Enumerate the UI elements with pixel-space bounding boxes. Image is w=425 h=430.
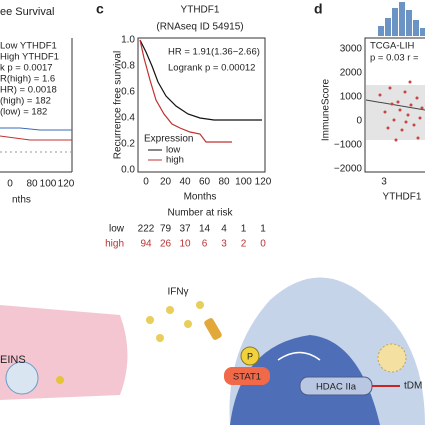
particle: [378, 344, 406, 372]
label: EINS: [0, 354, 26, 366]
histogram: [378, 2, 425, 36]
risk-cell: 222: [138, 224, 155, 235]
stat: HR = 1.91(1.36−2.66): [168, 47, 260, 58]
legend: High YTHDF1: [0, 52, 59, 63]
y-tick: 0: [356, 116, 362, 127]
x-tick: 80: [218, 177, 230, 188]
annotation: TCGA-LIH: [370, 41, 414, 52]
x-tick: 80: [26, 179, 38, 190]
particle: [56, 376, 64, 384]
risk-cell: 37: [179, 224, 191, 235]
risk-cell: low: [109, 224, 125, 235]
title: ee Survival: [0, 6, 54, 18]
label: P: [247, 351, 253, 361]
stat: Logrank p = 0.00012: [168, 63, 255, 74]
label: tDM: [404, 381, 422, 392]
x-tick: 0: [143, 177, 149, 188]
y-tick: 3000: [340, 44, 363, 55]
y-tick: −2000: [334, 164, 363, 175]
y-label: ImmuneScore: [321, 78, 332, 141]
risk-cell: 94: [140, 239, 152, 250]
label: HDAC IIa: [316, 382, 357, 393]
ifn-dots: [146, 301, 204, 342]
y-tick: 2000: [340, 68, 363, 79]
annotation: p = 0.03 r =: [370, 53, 419, 64]
legend: R(high) = 1.6: [0, 74, 55, 85]
title: YTHDF1: [181, 5, 220, 16]
risk-cell: 4: [221, 224, 227, 235]
band: [366, 85, 425, 140]
panel-label: d: [314, 1, 323, 17]
legend: Low YTHDF1: [0, 41, 57, 52]
risk-cell: 1: [241, 224, 247, 235]
x-label: Months: [184, 192, 217, 203]
legend: HR) = 0.0018: [0, 85, 57, 96]
x-tick: 40: [179, 177, 191, 188]
risk-cell: high: [105, 239, 124, 250]
y-tick: 0.0: [121, 165, 135, 176]
risk-cell: 1: [260, 224, 266, 235]
receptor: [203, 317, 223, 341]
legend: (high) = 182: [0, 96, 51, 107]
risk-cell: 79: [160, 224, 172, 235]
x-tick: 60: [199, 177, 211, 188]
risk-cell: 6: [202, 239, 208, 250]
x-tick: 120: [58, 179, 75, 190]
y-tick: 1.0: [121, 35, 135, 46]
risk-cell: 26: [160, 239, 172, 250]
legend: (low) = 182: [0, 107, 47, 118]
panel-c: [138, 38, 265, 172]
y-tick: −1000: [334, 140, 363, 151]
risk-cell: 3: [221, 239, 227, 250]
y-tick: 1000: [340, 92, 363, 103]
panel-label: c: [96, 1, 104, 17]
label: IFNγ: [167, 287, 188, 298]
plot-frame: [138, 38, 265, 172]
panel-d: [365, 2, 425, 172]
risk-title: Number at risk: [167, 208, 233, 219]
x-tick: 100: [235, 177, 252, 188]
particle: [6, 362, 38, 394]
x-tick: 20: [160, 177, 172, 188]
x-tick: 0: [7, 179, 13, 190]
risk-cell: 10: [179, 239, 191, 250]
legend: k p = 0.0017: [0, 63, 53, 74]
legend-title: Expression: [144, 134, 193, 145]
curve: [0, 136, 72, 140]
risk-cell: 2: [241, 239, 247, 250]
illustration: [0, 278, 425, 426]
subtitle: (RNAseq ID 54915): [156, 22, 243, 33]
x-tick: 100: [40, 179, 57, 190]
risk-cell: 0: [260, 239, 266, 250]
x-tick: 3: [381, 177, 387, 188]
x-label: nths: [12, 195, 31, 206]
legend: high: [166, 155, 184, 166]
risk-cell: 14: [199, 224, 211, 235]
label: STAT1: [233, 372, 261, 383]
y-label: Recurrence free survival: [113, 51, 124, 159]
x-tick: 120: [255, 177, 272, 188]
x-label: YTHDF1: [383, 192, 422, 203]
curve: [0, 128, 72, 130]
